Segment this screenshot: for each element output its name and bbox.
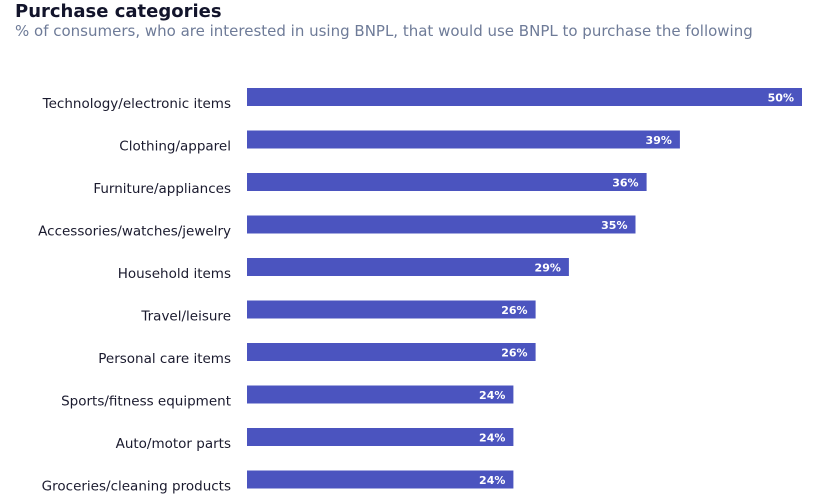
category-label: Auto/motor parts [116, 436, 231, 452]
value-label: 39% [646, 134, 672, 147]
category-label: Groceries/cleaning products [42, 479, 231, 495]
category-label: Accessories/watches/jewelry [38, 224, 231, 240]
category-label: Clothing/apparel [119, 139, 231, 155]
value-label: 24% [479, 474, 505, 487]
bar [247, 88, 802, 106]
value-label: 35% [601, 219, 627, 232]
bar [247, 130, 680, 149]
chart-subtitle: % of consumers, who are interested in us… [15, 22, 753, 40]
category-label: Technology/electronic items [42, 96, 231, 112]
value-label: 29% [535, 262, 561, 275]
category-label: Travel/leisure [140, 309, 231, 325]
category-label: Household items [118, 266, 231, 282]
bar [247, 428, 514, 446]
value-label: 26% [501, 347, 527, 360]
bar [247, 258, 569, 276]
value-label: 24% [479, 432, 505, 445]
bar [247, 470, 514, 489]
bar [247, 385, 514, 404]
category-label: Furniture/appliances [93, 181, 231, 197]
chart-title: Purchase categories [15, 1, 222, 22]
bar [247, 343, 536, 361]
value-label: 50% [768, 92, 794, 105]
bar [247, 300, 536, 319]
bar [247, 215, 636, 234]
category-label: Sports/fitness equipment [61, 394, 231, 410]
bar [247, 173, 647, 191]
value-label: 36% [612, 177, 638, 190]
value-label: 26% [501, 304, 527, 317]
value-label: 24% [479, 389, 505, 402]
category-label: Personal care items [98, 351, 231, 367]
